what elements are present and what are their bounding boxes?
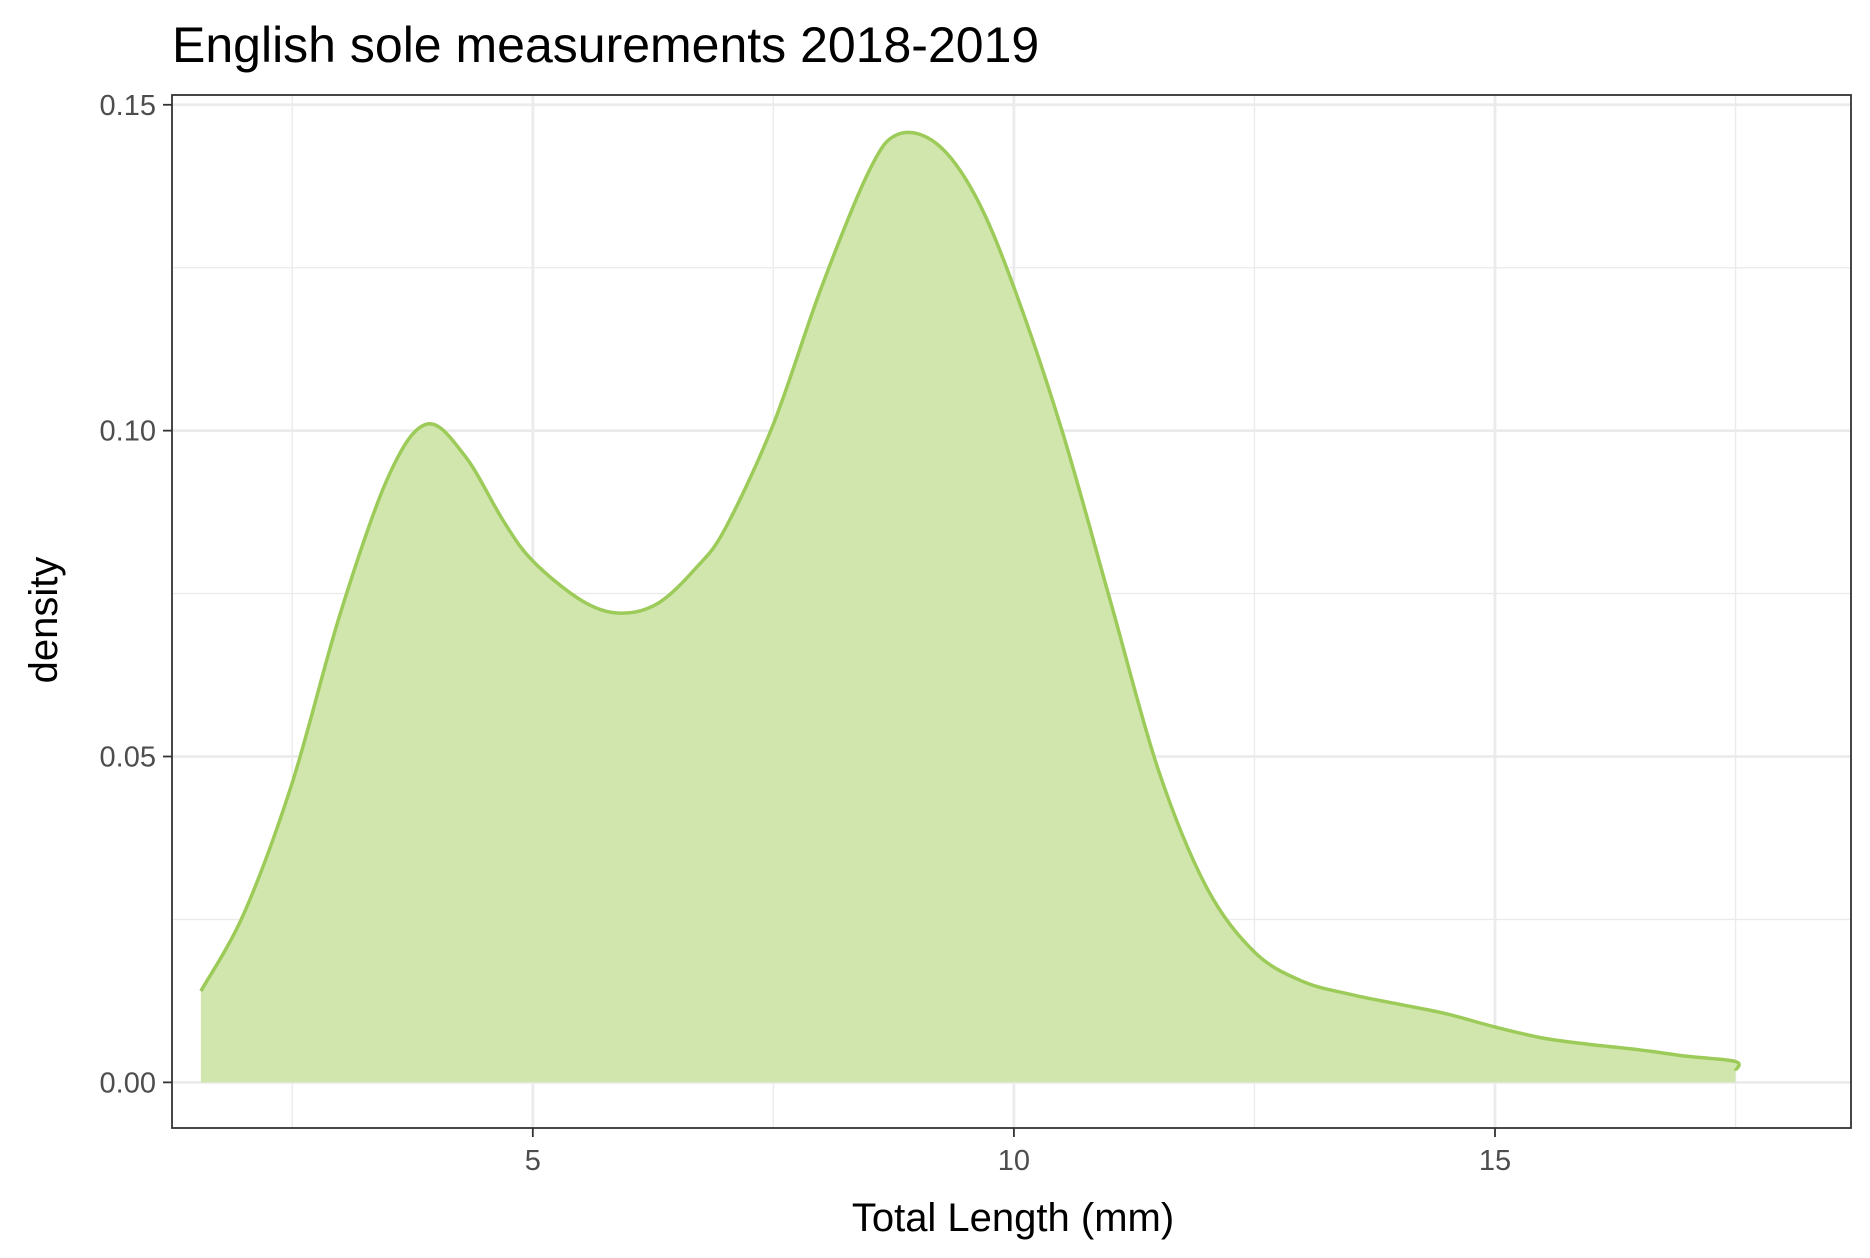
plot-panel <box>171 94 1852 1129</box>
chart-title: English sole measurements 2018-2019 <box>172 17 1039 73</box>
x-tick-label: 10 <box>998 1145 1030 1177</box>
panel-border <box>171 94 1852 1129</box>
y-tick-label: 0.15 <box>100 90 156 122</box>
density-line <box>199 130 1741 1072</box>
x-tick-label: 15 <box>1479 1145 1511 1177</box>
x-axis: 5 10 15 <box>525 1128 1511 1177</box>
y-axis: 0.00 0.05 0.10 0.15 <box>100 90 172 1099</box>
y-axis-title: density <box>22 557 66 684</box>
y-tick-label: 0.05 <box>100 742 156 774</box>
x-axis-title: Total Length (mm) <box>852 1196 1174 1240</box>
y-tick-label: 0.00 <box>100 1067 156 1099</box>
y-tick-label: 0.10 <box>100 416 156 448</box>
density-area <box>200 132 1740 1083</box>
x-tick-label: 5 <box>525 1145 541 1177</box>
